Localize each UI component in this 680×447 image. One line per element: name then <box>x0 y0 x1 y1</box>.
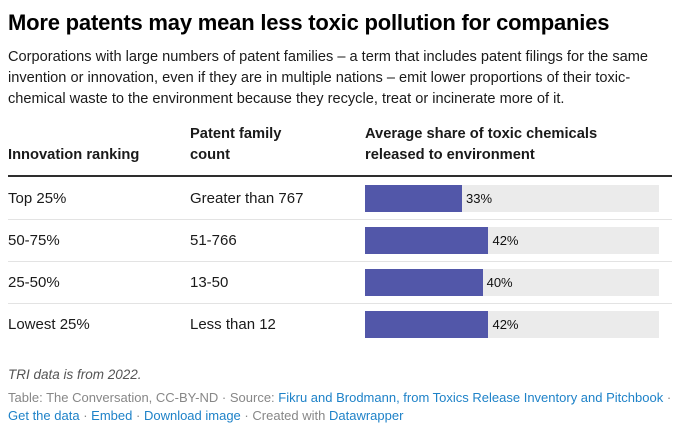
bar-cell: 33% <box>365 184 672 212</box>
credit-text: Table: The Conversation, CC-BY-ND <box>8 390 219 406</box>
bar-fill <box>365 184 463 212</box>
column-header-label: Innovation ranking <box>8 147 140 164</box>
bullet-separator: · <box>666 390 672 406</box>
bar-value-label: 33% <box>466 190 493 206</box>
get-data-link[interactable]: Get the data <box>8 407 80 423</box>
patent-count-cell: Greater than 767 <box>190 189 304 207</box>
table-row: 25-50% 13-50 40% <box>8 261 672 303</box>
bar-track: 40% <box>365 269 659 297</box>
column-header-label: Patent family count <box>190 126 282 164</box>
table-row: Lowest 25% Less than 12 42% <box>8 303 672 345</box>
patents-table: Innovation ranking Patent family count A… <box>8 124 672 345</box>
table-row: Top 25% Greater than 767 33% <box>8 177 672 219</box>
bar-fill <box>365 227 489 255</box>
bar-track: 42% <box>365 227 659 255</box>
table-header-row: Innovation ranking Patent family count A… <box>8 124 672 178</box>
ranking-cell: Top 25% <box>8 189 67 207</box>
bullet-separator: · <box>135 407 141 423</box>
ranking-cell: 25-50% <box>8 274 60 292</box>
bar-cell: 40% <box>365 269 672 297</box>
datawrapper-link[interactable]: Datawrapper <box>329 407 404 423</box>
chart-footer: Table: The Conversation, CC-BY-ND · Sour… <box>8 389 672 424</box>
bar-value-label: 42% <box>492 233 519 249</box>
source-label: Source: <box>229 390 275 406</box>
ranking-cell: 50-75% <box>8 232 60 250</box>
chart-title: More patents may mean less toxic polluti… <box>8 10 610 35</box>
bar-value-label: 40% <box>486 275 513 291</box>
table-row: 50-75% 51-766 42% <box>8 219 672 261</box>
column-header-patent-family-count: Patent family count <box>190 124 365 166</box>
source-link[interactable]: Fikru and Brodmann, from Toxics Release … <box>278 390 664 406</box>
download-image-link[interactable]: Download image <box>143 407 241 423</box>
bar-track: 33% <box>365 184 659 212</box>
column-header-avg-share-toxic-chemicals: Average share of toxic chemicals release… <box>365 124 672 166</box>
embed-link[interactable]: Embed <box>91 407 133 423</box>
created-with-text: Created with <box>252 407 326 423</box>
patent-count-cell: 51-766 <box>190 232 237 250</box>
patent-count-cell: 13-50 <box>190 274 229 292</box>
bar-track: 42% <box>365 311 659 339</box>
bullet-separator: · <box>244 407 249 423</box>
column-header-label: Average share of toxic chemicals release… <box>365 126 598 164</box>
bar-value-label: 42% <box>492 317 519 333</box>
bar-fill <box>365 311 489 339</box>
bar-cell: 42% <box>365 311 672 339</box>
chart-description: Corporations with large numbers of paten… <box>8 49 649 108</box>
ranking-cell: Lowest 25% <box>8 316 90 334</box>
bullet-separator: · <box>83 407 88 423</box>
bar-cell: 42% <box>365 227 672 255</box>
patent-count-cell: Less than 12 <box>190 316 276 334</box>
bullet-separator: · <box>221 390 227 406</box>
column-header-innovation-ranking: Innovation ranking <box>8 145 190 166</box>
chart-note: TRI data is from 2022. <box>8 367 142 383</box>
bar-fill <box>365 269 483 297</box>
